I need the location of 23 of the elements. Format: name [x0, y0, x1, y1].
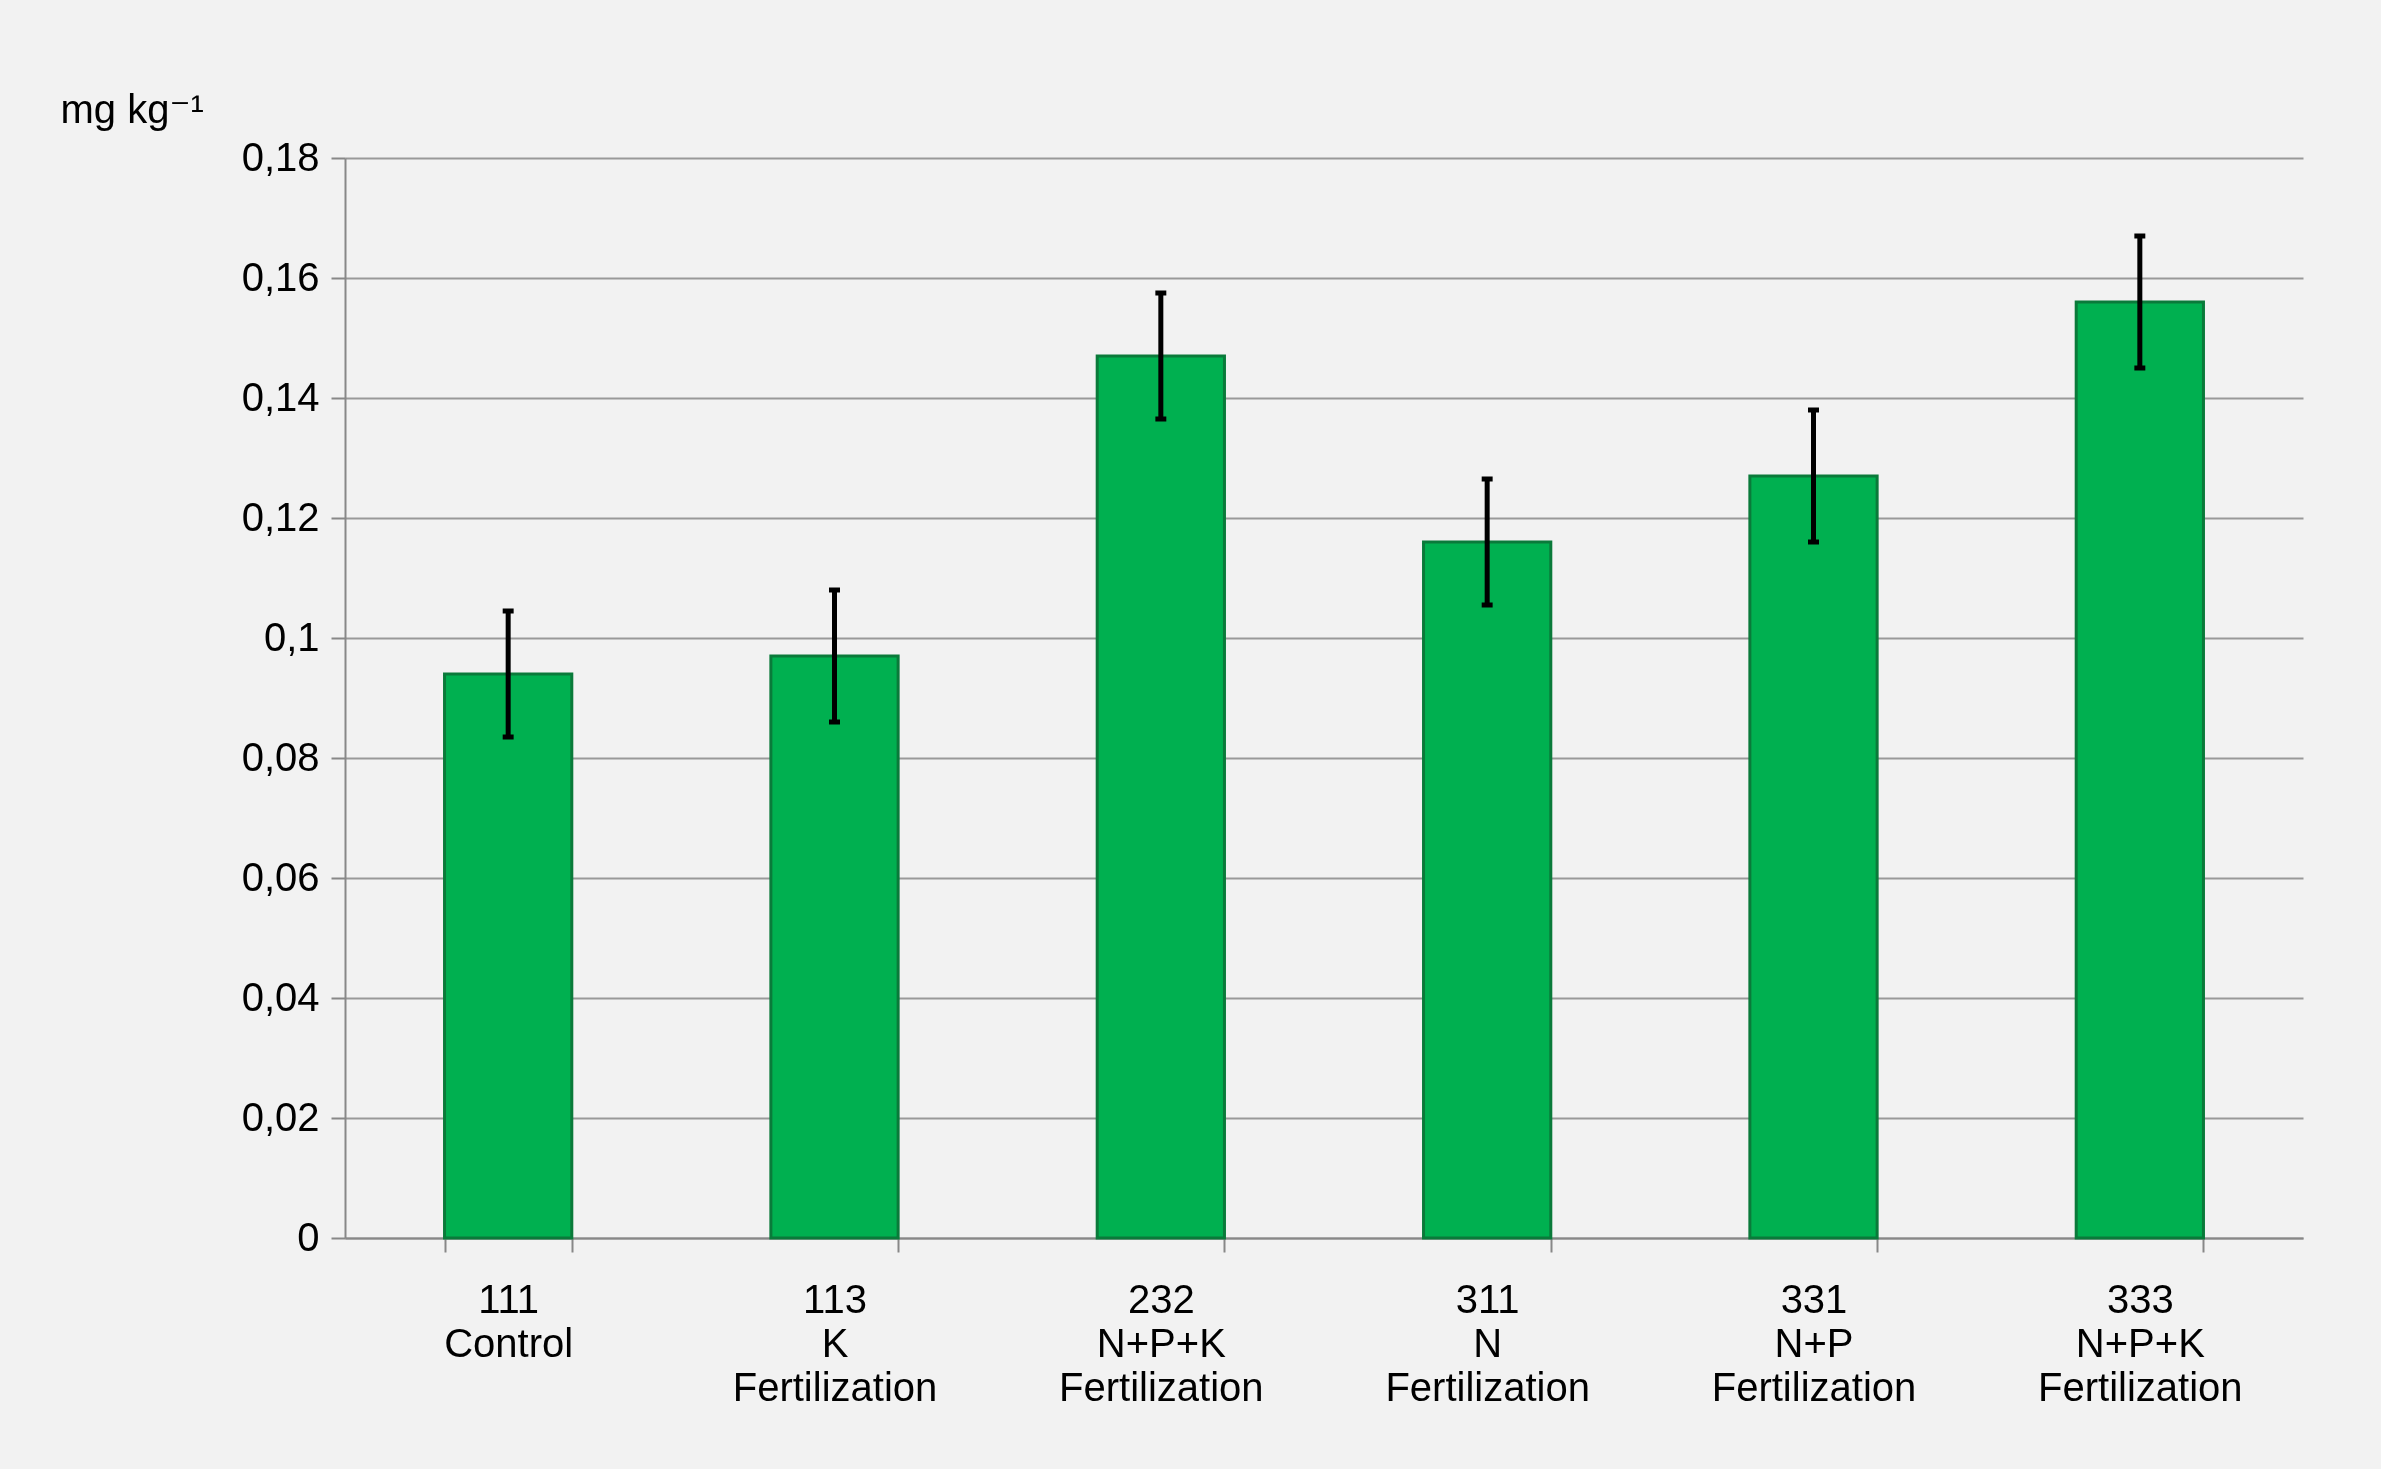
bar — [1422, 540, 1553, 1240]
y-tick-label: 0,12 — [241, 494, 320, 539]
bar — [2074, 300, 2205, 1240]
bar — [1748, 474, 1879, 1240]
x-tick-label: 331 N+P Fertilization — [1711, 1276, 1917, 1409]
y-tick-label: 0,1 — [263, 614, 320, 659]
y-tick-label: 0 — [297, 1214, 320, 1259]
bar — [769, 654, 900, 1240]
y-tick-label: 0,16 — [241, 254, 320, 299]
y-tick-label: 0,02 — [241, 1094, 320, 1139]
y-tick-label: 0,08 — [241, 734, 320, 779]
y-axis-title: mg kg⁻¹ — [60, 86, 204, 131]
y-tick-label: 0,04 — [241, 974, 320, 1019]
y-tick-label: 0,06 — [241, 854, 320, 899]
x-tick-label: 232 N+P+K Fertilization — [1059, 1276, 1264, 1409]
x-tick-label: 311 N Fertilization — [1385, 1276, 1590, 1409]
bar — [1095, 354, 1226, 1240]
y-tick-label: 0,14 — [241, 374, 320, 419]
y-tick-label: 0,18 — [241, 134, 320, 179]
x-tick-label: 333 N+P+K Fertilization — [2038, 1276, 2243, 1409]
x-tick-label: 113 K Fertilization — [732, 1276, 938, 1409]
x-tick-label: 111 Control — [444, 1276, 574, 1365]
bar — [443, 672, 574, 1240]
